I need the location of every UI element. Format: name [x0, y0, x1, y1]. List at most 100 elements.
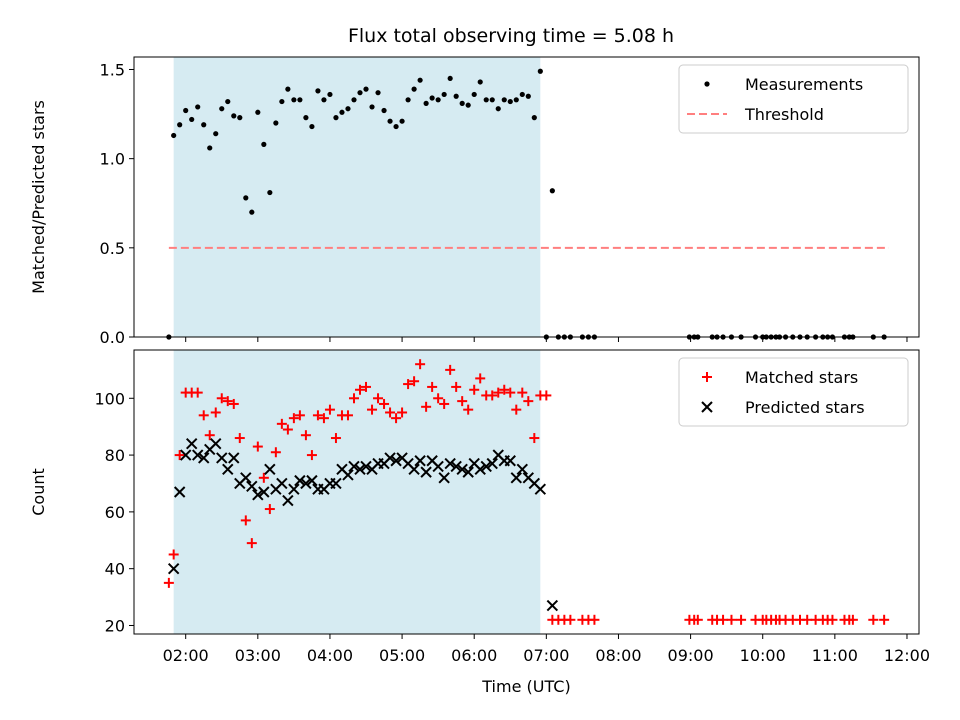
- data-point: [471, 91, 477, 98]
- data-point: [827, 614, 838, 625]
- data-point: [513, 97, 519, 103]
- data-point: [173, 486, 186, 498]
- data-point: [285, 86, 291, 92]
- data-point: [423, 100, 429, 106]
- data-point: [195, 104, 201, 110]
- data-point: [361, 381, 372, 392]
- data-point: [510, 472, 522, 484]
- data-point: [531, 115, 537, 121]
- data-point: [228, 452, 240, 464]
- data-point: [303, 115, 309, 121]
- data-point: [288, 483, 300, 495]
- data-point: [589, 614, 600, 625]
- y-tick-label: 100: [94, 389, 125, 408]
- data-point: [565, 614, 576, 625]
- data-point: [222, 463, 234, 475]
- data-point: [501, 97, 507, 103]
- data-point: [736, 614, 747, 625]
- data-point: [505, 387, 516, 398]
- data-point: [447, 75, 453, 82]
- data-point: [243, 195, 249, 201]
- legend: Measurements Threshold: [678, 64, 909, 134]
- data-point: [411, 86, 417, 92]
- legend-marker: [702, 372, 712, 382]
- data-point: [439, 398, 450, 409]
- data-point: [369, 104, 375, 110]
- data-point: [171, 132, 177, 139]
- x-tick-label: 06:00: [451, 646, 497, 665]
- shaded-observing-span: [173, 57, 541, 337]
- data-point: [198, 410, 209, 421]
- data-point: [324, 404, 335, 415]
- data-point: [379, 398, 390, 409]
- data-point: [486, 457, 498, 470]
- data-point: [465, 102, 471, 108]
- data-point: [318, 413, 329, 424]
- data-point: [390, 455, 402, 467]
- data-point: [459, 100, 465, 106]
- x-tick-label: 11:00: [812, 646, 858, 665]
- data-point: [456, 463, 468, 475]
- data-point: [237, 115, 243, 121]
- data-point: [213, 131, 219, 137]
- legend-box: [678, 357, 909, 427]
- plot-frame: [133, 349, 920, 635]
- data-point: [222, 396, 233, 407]
- data-point: [179, 449, 192, 461]
- data-point: [300, 477, 312, 490]
- data-point: [291, 97, 297, 103]
- data-point: [363, 86, 369, 92]
- data-point: [192, 449, 204, 461]
- data-point: [435, 97, 441, 103]
- data-point: [429, 95, 435, 101]
- data-point: [270, 447, 281, 458]
- data-point: [300, 430, 311, 441]
- data-point: [495, 106, 501, 112]
- x-tick-label: 03:00: [235, 646, 281, 665]
- data-point: [529, 433, 540, 444]
- x-tick-label: 08:00: [595, 646, 641, 665]
- data-point: [393, 123, 399, 130]
- data-point: [477, 79, 483, 85]
- x-tick-label: 02:00: [163, 646, 209, 665]
- data-point: [198, 452, 210, 464]
- data-point: [546, 599, 559, 612]
- data-point: [453, 93, 459, 99]
- legend-label: Threshold: [744, 105, 824, 124]
- data-point: [420, 466, 432, 478]
- data-point: [279, 98, 285, 105]
- data-point: [216, 452, 228, 464]
- data-point: [183, 107, 189, 114]
- data-point: [282, 424, 293, 435]
- data-point: [534, 483, 547, 495]
- data-point: [517, 387, 528, 398]
- data-point: [463, 404, 474, 415]
- data-point: [294, 474, 306, 487]
- legend-label: Measurements: [745, 75, 863, 94]
- data-point: [387, 118, 393, 124]
- data-point: [273, 120, 279, 126]
- data-point: [267, 189, 273, 196]
- data-point: [408, 463, 420, 475]
- legend-label: Predicted stars: [745, 398, 865, 417]
- data-point: [189, 116, 195, 123]
- data-point: [201, 122, 207, 128]
- data-point: [282, 494, 294, 507]
- data-point: [415, 359, 426, 370]
- data-point: [438, 472, 450, 484]
- data-point: [246, 480, 258, 493]
- data-point: [541, 390, 552, 401]
- data-point: [450, 460, 462, 473]
- legend-marker: [704, 81, 710, 87]
- data-point: [342, 410, 353, 421]
- data-point: [225, 98, 231, 105]
- data-point: [405, 97, 411, 103]
- data-point: [264, 463, 276, 475]
- data-point: [462, 466, 474, 478]
- data-point: [192, 387, 203, 398]
- data-point: [537, 68, 543, 74]
- data-point: [210, 438, 222, 450]
- data-point: [348, 393, 359, 404]
- y-tick-label: 80: [105, 446, 125, 465]
- data-point: [294, 410, 305, 421]
